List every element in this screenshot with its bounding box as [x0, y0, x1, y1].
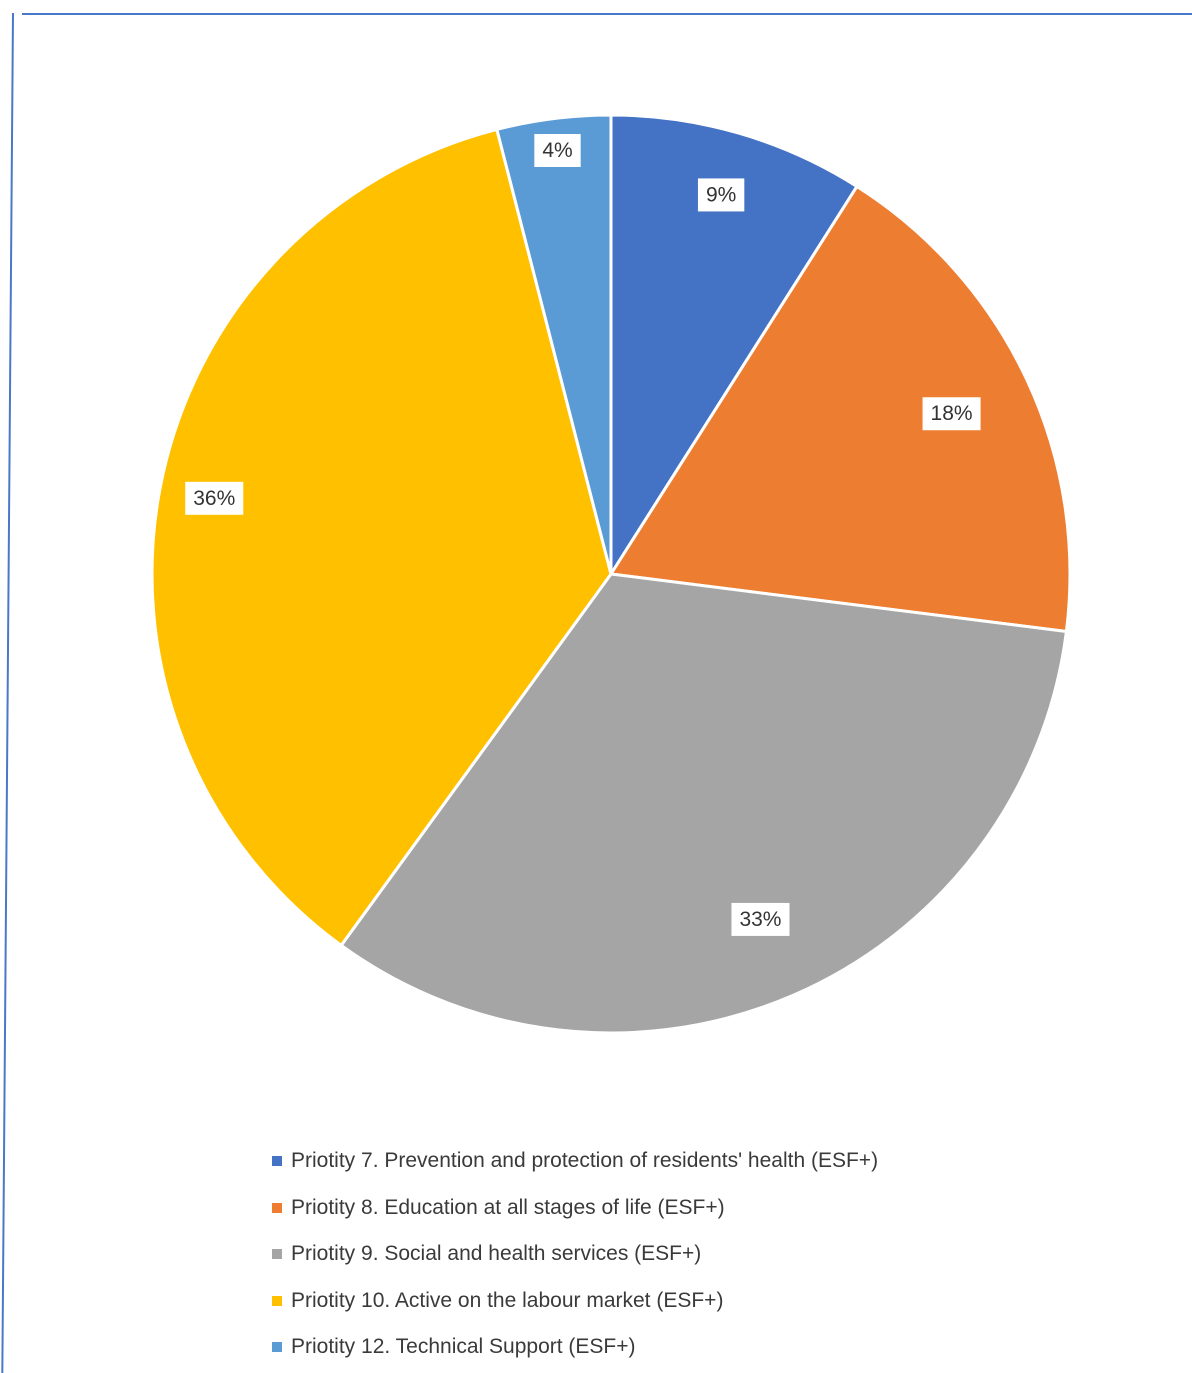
pie-chart: 9% 18% 33% 36% 4% — [150, 113, 1072, 1035]
legend-swatch — [272, 1249, 282, 1260]
legend-label: Priotity 7. Prevention and protection of… — [291, 1149, 879, 1173]
data-label-background — [185, 481, 244, 515]
data-label-3: 33% — [731, 902, 790, 936]
legend-swatch — [272, 1342, 282, 1353]
data-label-text: 33% — [739, 908, 781, 931]
pie-slice-3 — [339, 572, 1068, 1035]
pie-slice-2 — [609, 184, 1072, 634]
legend-swatch — [272, 1295, 282, 1306]
legend-item: Priotity 9. Social and health services (… — [272, 1231, 1072, 1278]
data-label-5: 4% — [534, 133, 581, 167]
pie-slice-4 — [150, 127, 613, 947]
legend-label: Priotity 9. Social and health services (… — [291, 1242, 702, 1266]
legend-label: Priotity 8. Education at all stages of l… — [291, 1195, 725, 1219]
data-label-text: 18% — [931, 402, 973, 425]
legend-item: Priotity 12. Technical Support (ESF+) — [272, 1324, 1072, 1371]
pie-slice-5 — [495, 113, 613, 576]
data-label-4: 36% — [185, 481, 244, 515]
chart-frame-top-border — [22, 13, 1192, 15]
pie-data-labels: 9% 18% 33% 36% 4% — [185, 133, 981, 936]
data-label-text: 36% — [193, 487, 235, 510]
data-label-text: 4% — [542, 139, 572, 162]
data-label-2: 18% — [922, 397, 981, 431]
legend-swatch — [272, 1202, 282, 1213]
legend-label: Priotity 10. Active on the labour market… — [291, 1288, 724, 1312]
legend-item: Priotity 8. Education at all stages of l… — [272, 1185, 1072, 1232]
data-label-background — [534, 133, 581, 167]
chart-legend: Priotity 7. Prevention and protection of… — [272, 1138, 1072, 1371]
data-label-background — [697, 178, 745, 212]
data-label-text: 9% — [706, 183, 736, 206]
data-label-background — [731, 902, 790, 936]
legend-label: Priotity 12. Technical Support (ESF+) — [291, 1335, 636, 1359]
pie-slice-1 — [609, 113, 859, 576]
legend-swatch — [272, 1156, 282, 1167]
pie-slices — [150, 113, 1072, 1035]
legend-item: Priotity 7. Prevention and protection of… — [272, 1138, 1072, 1185]
data-label-background — [922, 397, 981, 431]
legend-item: Priotity 10. Active on the labour market… — [272, 1278, 1072, 1325]
data-label-1: 9% — [697, 178, 745, 212]
